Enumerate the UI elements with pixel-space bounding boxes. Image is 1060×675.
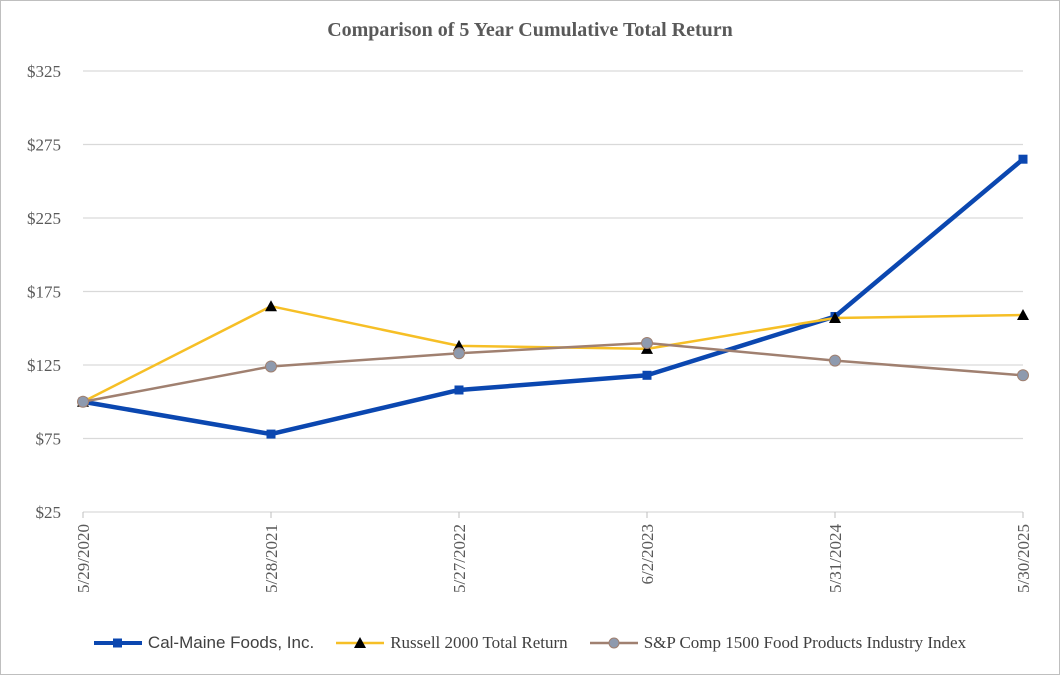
series-line-cal-maine-foods-inc <box>82 157 1025 437</box>
point-cal-maine-foods-inc-1 <box>266 429 276 439</box>
x-tick-label-4: 5/31/2024 <box>826 524 845 593</box>
legend-label-russell: Russell 2000 Total Return <box>390 633 568 652</box>
y-tick-label-1: $75 <box>36 430 62 449</box>
series-line-s-p-comp-1500-food-products-industry-index <box>82 341 1024 403</box>
y-tick-label-6: $325 <box>27 62 61 81</box>
point-s-p-comp-1500-food-products-industry-index-2 <box>453 347 465 360</box>
y-tick-label-2: $125 <box>27 356 61 375</box>
point-s-p-comp-1500-food-products-industry-index-5 <box>1017 369 1029 382</box>
point-s-p-comp-1500-food-products-industry-index-3 <box>641 336 653 349</box>
y-tick-label-4: $225 <box>27 209 61 228</box>
x-axis-ticks: 5/29/2020 5/28/2021 5/27/2022 6/2/2023 5/31/… <box>74 512 1033 593</box>
series-line-russell-2000-total-return <box>82 304 1024 403</box>
legend-label-cal-maine: Cal-Maine Foods, Inc. <box>147 633 315 652</box>
series-lines <box>77 154 1029 439</box>
gridlines <box>83 70 1023 513</box>
x-tick-label-5: 5/30/2025 <box>1014 524 1033 593</box>
y-tick-label-3: $175 <box>27 283 61 302</box>
y-axis-ticks: $25 $75 $125 $175 $225 $275 $325 <box>27 62 61 522</box>
series-cal-maine-foods-inc <box>78 154 1028 439</box>
point-s-p-comp-1500-food-products-industry-index-1 <box>265 360 277 373</box>
x-tick-label-2: 5/27/2022 <box>450 524 469 593</box>
series-russell-2000-total-return <box>77 300 1029 407</box>
y-tick-label-0: $25 <box>36 503 62 522</box>
point-s-p-comp-1500-food-products-industry-index-4 <box>829 354 841 367</box>
point-russell-2000-total-return-4 <box>829 311 841 323</box>
legend-label-sp-food: S&P Comp 1500 Food Products Industry Ind… <box>643 633 967 652</box>
point-russell-2000-total-return-1 <box>265 300 277 312</box>
point-cal-maine-foods-inc-5 <box>1018 154 1028 164</box>
legend-item-russell: Russell 2000 Total Return <box>336 633 568 653</box>
x-tick-label-1: 5/28/2021 <box>262 524 281 593</box>
point-russell-2000-total-return-5 <box>1017 309 1029 321</box>
point-s-p-comp-1500-food-products-industry-index-0 <box>77 395 89 408</box>
point-cal-maine-foods-inc-2 <box>454 385 464 395</box>
x-tick-label-0: 5/29/2020 <box>74 524 93 593</box>
x-tick-label-3: 6/2/2023 <box>638 524 657 584</box>
point-cal-maine-foods-inc-3 <box>642 370 652 380</box>
legend-swatch-cal-maine <box>93 638 142 648</box>
legend-swatch-sp-food <box>589 637 638 649</box>
legend-swatch-russell <box>336 637 385 648</box>
series-s-p-comp-1500-food-products-industry-index <box>77 336 1029 408</box>
chart-title: Comparison of 5 Year Cumulative Total Re… <box>327 19 733 41</box>
legend-item-cal-maine: Cal-Maine Foods, Inc. <box>93 633 315 653</box>
legend: Cal-Maine Foods, Inc. Russell 2000 Total… <box>1 633 1059 653</box>
y-tick-label-5: $275 <box>27 136 61 155</box>
legend-item-sp-food: S&P Comp 1500 Food Products Industry Ind… <box>589 633 967 653</box>
chart-plot-area: $25 $75 $125 $175 $225 $275 $325 5/29/2020 5/28… <box>27 62 1033 593</box>
